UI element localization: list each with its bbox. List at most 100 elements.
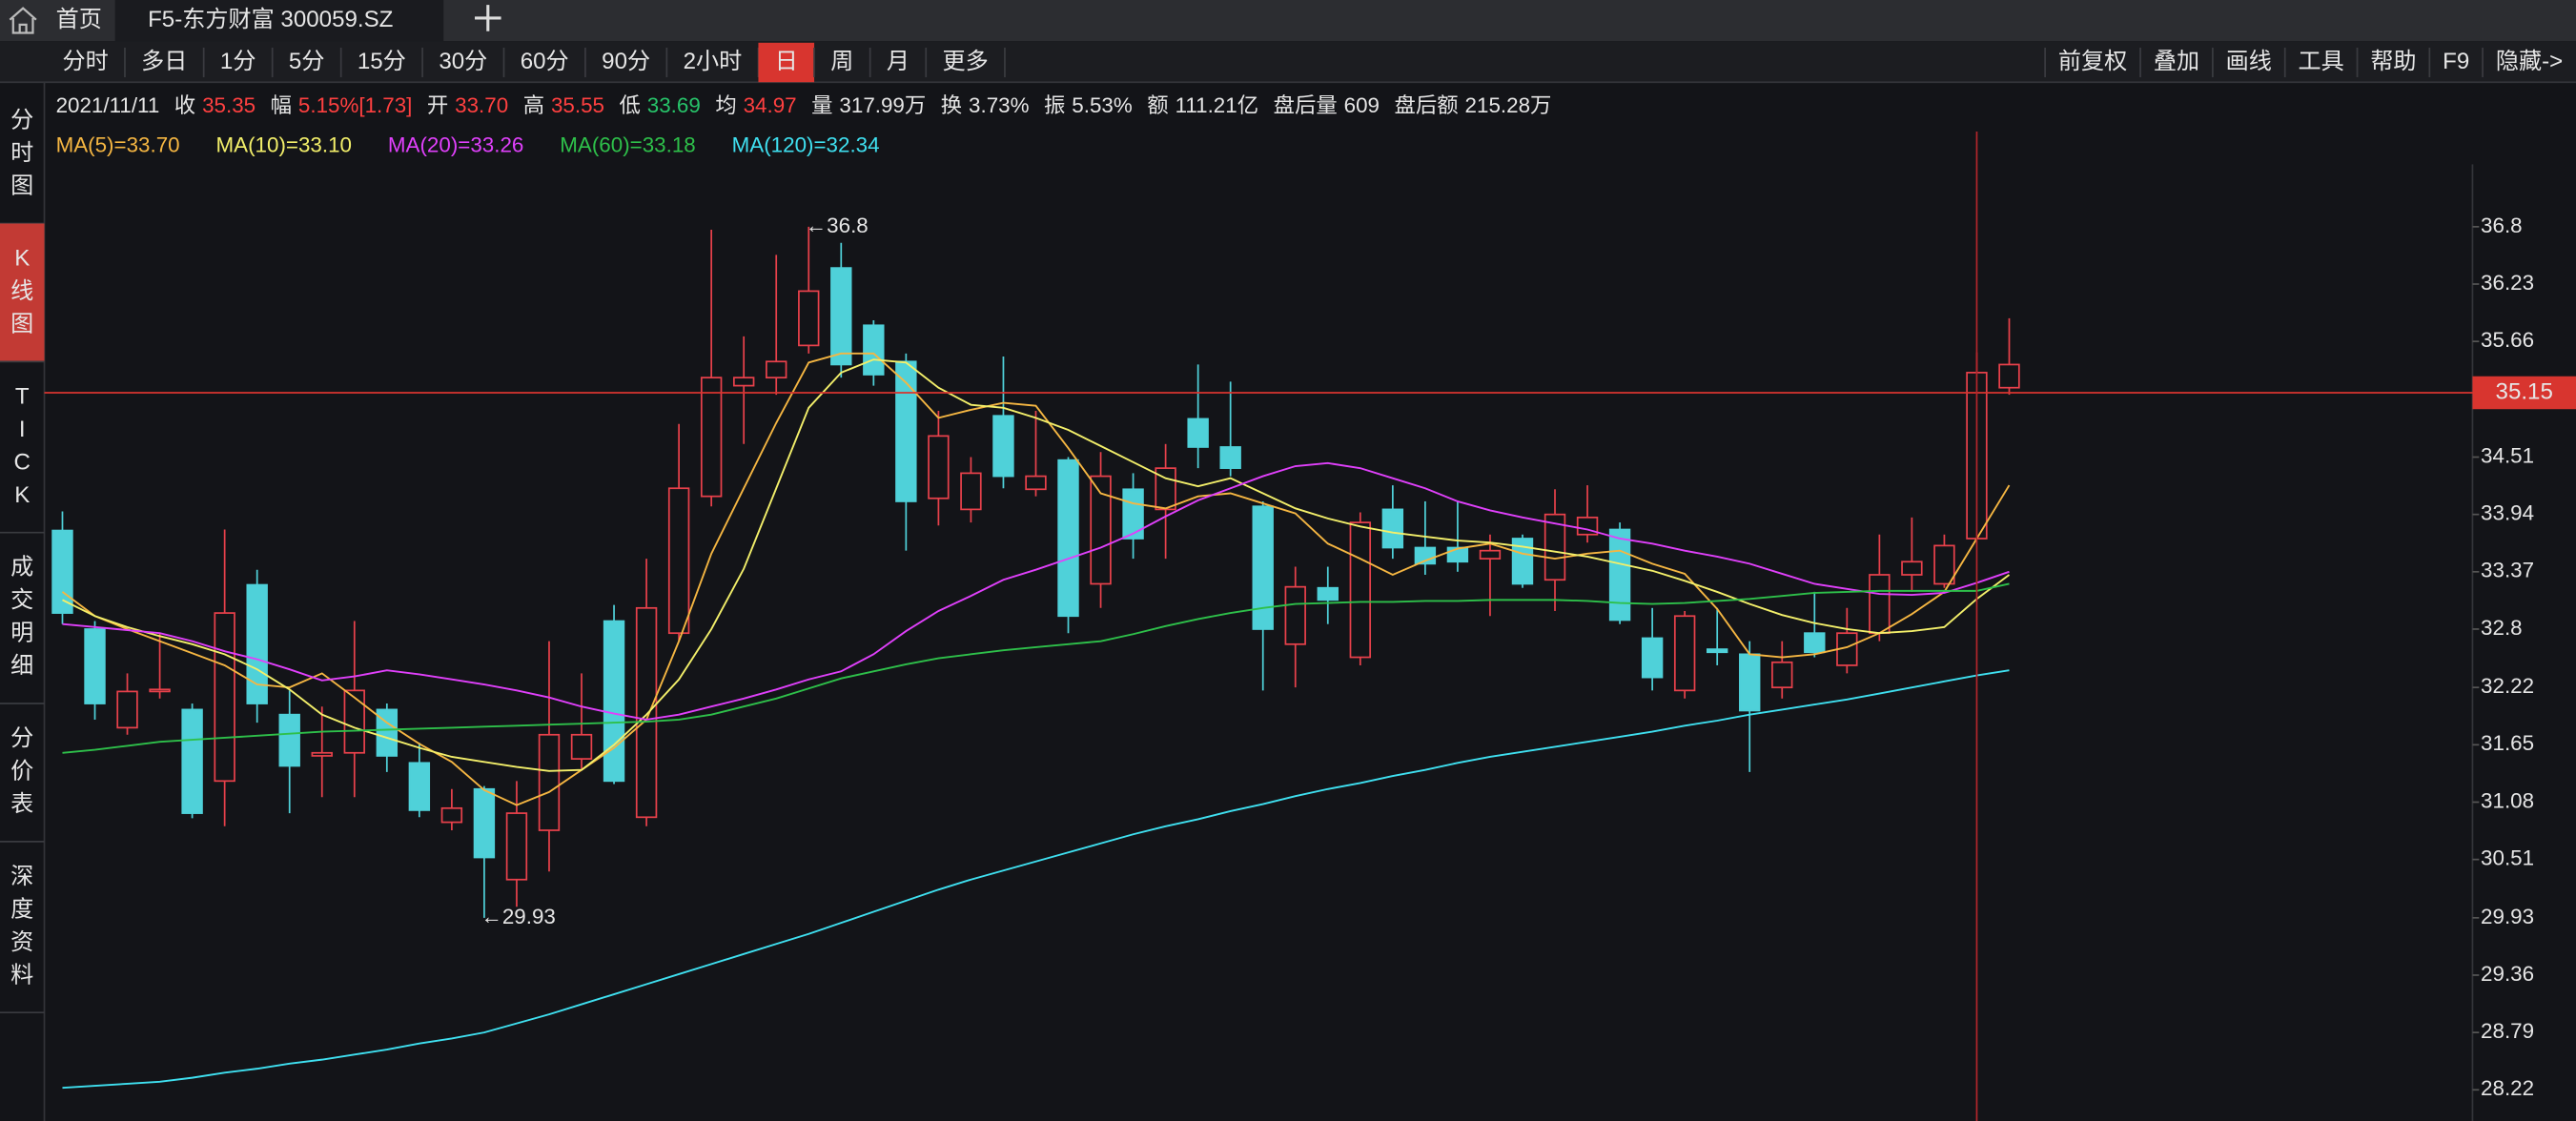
y-tick-label: 36.23	[2481, 271, 2534, 295]
legend-entry: MA(10)=33.10	[216, 132, 352, 156]
period-tab[interactable]: 更多	[942, 49, 988, 74]
period-tab[interactable]: 5分	[289, 49, 325, 74]
candle-body	[1901, 560, 1923, 576]
candle-body	[1025, 475, 1047, 491]
side-tab[interactable]: 分时图	[10, 108, 33, 199]
period-tab[interactable]: 多日	[141, 49, 187, 74]
tool-button[interactable]: 前复权	[2058, 49, 2127, 74]
period-bar	[0, 41, 2576, 83]
quote-date: 2021/11/11	[56, 93, 160, 117]
y-tick-label: 28.79	[2481, 1019, 2534, 1043]
legend: MA(5)=33.70 MA(10)=33.10 MA(20)=33.26 MA(60…	[56, 132, 880, 156]
candle-body	[766, 360, 787, 379]
quote-label: 开	[427, 93, 448, 117]
quote-label: 高	[523, 93, 544, 117]
candle-body	[1544, 513, 1566, 581]
candle-body	[960, 472, 982, 511]
candle-body	[895, 360, 917, 502]
period-tab[interactable]: 1分	[220, 49, 256, 74]
candle-body	[84, 628, 106, 704]
ma-line	[62, 461, 2010, 721]
quote-value: 317.99万	[839, 93, 926, 117]
period-tab[interactable]: 日	[775, 49, 798, 74]
quote-value: 215.28万	[1465, 93, 1552, 117]
candle-body	[1771, 661, 1793, 689]
y-tick-label: 28.22	[2481, 1076, 2534, 1100]
add-tab[interactable]	[475, 5, 501, 31]
candle-body	[505, 812, 528, 881]
side-tab[interactable]: 深度资料	[10, 864, 33, 988]
tool-button[interactable]: 画线	[2226, 49, 2272, 74]
annotation: ←36.8	[806, 214, 869, 237]
quote-value: 33.69	[647, 93, 701, 117]
quote-label: 低	[620, 93, 641, 117]
quote-value: 34.97	[744, 93, 797, 117]
candle-body	[149, 688, 171, 693]
tool-button[interactable]: 工具	[2299, 49, 2344, 74]
ma-line	[62, 358, 2011, 772]
candle-body	[1155, 467, 1176, 511]
candle-body	[732, 377, 755, 387]
candle-body	[863, 324, 885, 376]
period-tab[interactable]: 30分	[439, 49, 487, 74]
home-tab[interactable]: 首页	[56, 7, 102, 32]
period-tab[interactable]: 2小时	[684, 49, 743, 74]
candle-body	[278, 713, 300, 767]
side-tab[interactable]: 成交明细	[10, 555, 33, 679]
candle-body	[1511, 538, 1534, 585]
candle-body	[1706, 648, 1728, 654]
y-tick-label: 32.8	[2481, 616, 2523, 640]
candle-body	[1641, 637, 1664, 679]
candle-body	[1933, 544, 1955, 585]
period-tab[interactable]: 分时	[62, 49, 108, 74]
quote-label: 盘后额	[1395, 93, 1459, 117]
ma-line	[62, 669, 2010, 1090]
candle-body	[376, 708, 399, 757]
period-tab[interactable]: 90分	[602, 49, 650, 74]
candle-body	[1608, 528, 1631, 622]
candle-body	[1219, 446, 1241, 469]
legend-entry: MA(60)=33.18	[560, 132, 695, 156]
quote-value: 609	[1344, 93, 1380, 117]
quote-value: 5.15%[1.73]	[298, 93, 412, 117]
y-tick-label: 33.37	[2481, 559, 2534, 582]
candle-body	[538, 733, 561, 831]
quote-value: 5.53%	[1072, 93, 1133, 117]
tool-button[interactable]: F9	[2443, 49, 2469, 74]
tool-button[interactable]: 叠加	[2154, 49, 2199, 74]
quote-value: 3.73%	[969, 93, 1030, 117]
home-icon[interactable]	[9, 7, 37, 34]
candle-body	[1381, 508, 1404, 549]
side-tab[interactable]: 分价表	[10, 725, 33, 817]
candle-body	[214, 612, 235, 783]
candle-body	[1739, 653, 1761, 712]
candle-body	[798, 290, 820, 347]
candle-body	[928, 435, 950, 499]
candle-body	[51, 529, 73, 614]
quote-label: 换	[941, 93, 962, 117]
ma-line	[62, 582, 2010, 754]
y-tick-label: 31.08	[2481, 788, 2534, 812]
legend-entry: MA(20)=33.26	[388, 132, 523, 156]
side-tab-bg	[0, 223, 45, 362]
active-tab[interactable]: F5-东方财富 300059.SZ	[148, 7, 393, 32]
period-tab[interactable]: 周	[830, 49, 853, 74]
tool-button[interactable]: 帮助	[2370, 49, 2416, 74]
quote-value: 33.70	[455, 93, 508, 117]
candle-body	[1057, 459, 1079, 618]
candle-body	[1446, 546, 1469, 563]
period-tab[interactable]: 60分	[521, 49, 569, 74]
period-tab[interactable]: 15分	[358, 49, 406, 74]
side-tab[interactable]: K 线图	[10, 246, 33, 337]
legend-entry: MA(120)=32.34	[732, 132, 880, 156]
period-tab[interactable]: 月	[887, 49, 910, 74]
candle-body	[1673, 615, 1696, 692]
candle-body	[473, 787, 496, 859]
quote-label: 盘后量	[1274, 93, 1338, 117]
y-tick-label: 31.65	[2481, 731, 2534, 755]
tool-button[interactable]: 隐藏->	[2496, 49, 2563, 74]
quote-label: 额	[1147, 93, 1168, 117]
quote-label: 振	[1044, 93, 1065, 117]
